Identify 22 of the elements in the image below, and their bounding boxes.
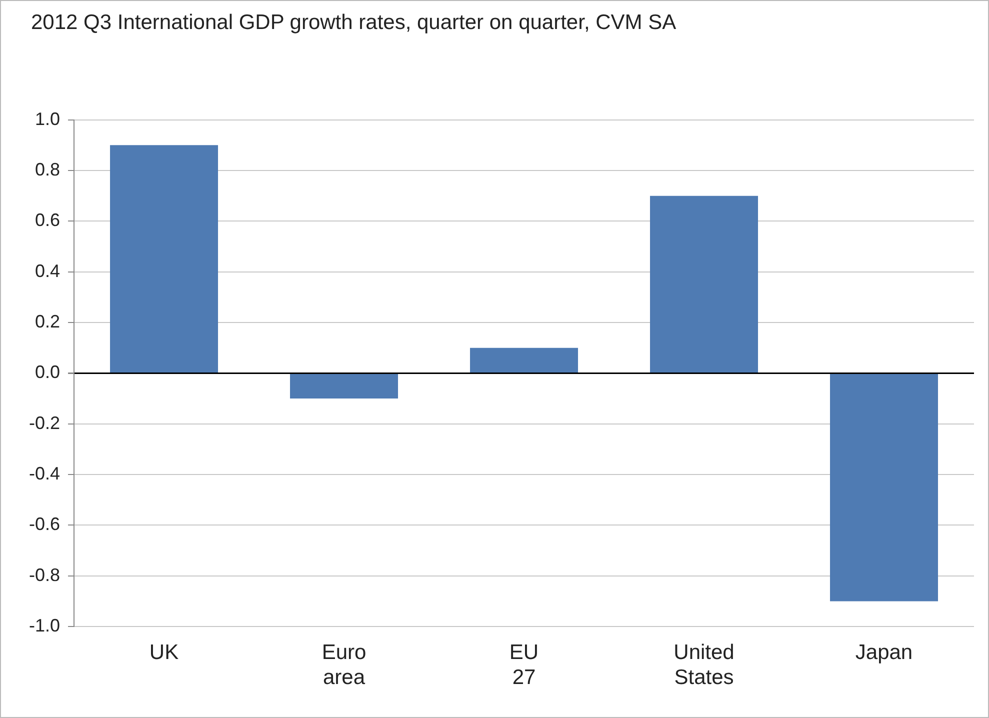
- x-tick-label: Euro area: [322, 640, 366, 690]
- x-tick-label: UK: [149, 640, 179, 664]
- y-tick-label: 0.4: [34, 260, 60, 281]
- y-tick-label: -0.4: [28, 464, 60, 484]
- bar: [650, 196, 758, 372]
- y-tick-label: 0.2: [34, 311, 60, 332]
- y-tick-label: 0.8: [34, 159, 60, 180]
- y-tick-label: -0.2: [28, 412, 60, 433]
- y-tick-label: 0.0: [34, 362, 60, 382]
- y-tick-label: 1.0: [34, 108, 60, 129]
- x-tick-label: Japan: [855, 640, 913, 664]
- chart-title: 2012 Q3 International GDP growth rates, quarter on quarter, CVM SA: [31, 10, 678, 36]
- x-tick-label: United States: [674, 640, 734, 690]
- bar: [470, 348, 578, 372]
- bar: [110, 145, 218, 372]
- x-tick-label: EU 27: [509, 640, 539, 690]
- y-tick-label: 0.6: [34, 210, 60, 230]
- y-tick-label: -0.6: [28, 514, 60, 534]
- y-tick-label: -1.0: [28, 616, 60, 636]
- bar: [830, 374, 938, 602]
- bar: [290, 374, 398, 399]
- y-tick-label: -0.8: [28, 564, 60, 585]
